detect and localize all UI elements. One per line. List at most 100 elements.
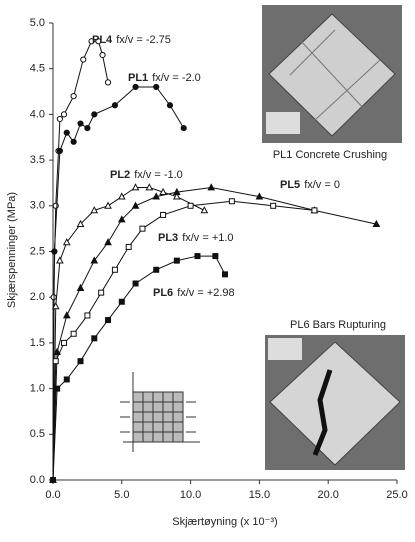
series-ratio: fx/v = -2.75 [116, 34, 171, 46]
marker [255, 192, 264, 200]
marker [222, 271, 228, 278]
marker [70, 93, 77, 100]
marker [84, 312, 91, 319]
series-ratio: fx/v = +2.98 [177, 287, 234, 299]
marker [139, 225, 146, 232]
marker [153, 83, 160, 91]
marker [95, 38, 102, 45]
series-label: PL4 fx/v = -2.75 [92, 34, 171, 46]
marker [70, 330, 77, 337]
y-tick-label: 5.0 [30, 17, 45, 29]
marker [52, 202, 59, 209]
series-label: PL3 fx/v = +1.0 [158, 232, 234, 244]
marker [62, 238, 71, 246]
marker [80, 56, 87, 63]
marker [152, 192, 161, 200]
marker [159, 187, 167, 195]
marker [125, 243, 132, 250]
marker [51, 248, 58, 255]
x-tick-label: 25.0 [386, 489, 407, 501]
marker [51, 302, 60, 310]
marker [145, 183, 154, 191]
y-tick-label: 3.5 [30, 154, 45, 166]
x-tick-label: 0.0 [45, 489, 60, 501]
marker [90, 206, 99, 214]
marker [180, 125, 187, 132]
marker [212, 253, 219, 260]
y-tick-label: 2.0 [30, 291, 45, 303]
x-tick-label: 5.0 [114, 489, 129, 501]
series-name: PL6 [153, 287, 173, 299]
marker [56, 115, 63, 123]
marker [270, 202, 277, 209]
marker [91, 111, 98, 118]
series-ratio: fx/v = 0 [304, 179, 340, 191]
marker [98, 289, 105, 296]
marker [153, 266, 160, 273]
marker [117, 192, 126, 200]
marker [90, 256, 99, 264]
marker [50, 477, 56, 483]
marker [53, 347, 61, 355]
marker [200, 206, 209, 214]
marker [118, 298, 125, 305]
marker [132, 83, 139, 91]
marker [88, 38, 95, 45]
inset-diagram [120, 372, 200, 452]
marker [187, 202, 194, 209]
marker [56, 147, 63, 155]
series-label: PL1 fx/v = -2.0 [128, 72, 201, 84]
x-tick-label: 15.0 [249, 489, 270, 501]
marker [84, 125, 91, 132]
y-tick-label: 1.0 [30, 383, 45, 395]
marker [99, 51, 106, 59]
photo [262, 5, 402, 143]
photo-caption: PL1 Concrete Crushing [273, 149, 387, 161]
marker [104, 201, 112, 209]
marker [228, 198, 235, 205]
marker [76, 283, 85, 291]
marker [131, 183, 140, 191]
marker [52, 358, 59, 365]
x-tick-label: 10.0 [180, 489, 201, 501]
marker [70, 138, 77, 145]
y-tick-label: 2.5 [30, 245, 45, 257]
series-label: PL2 fx/v = -1.0 [110, 169, 183, 181]
marker [105, 317, 112, 324]
marker [194, 253, 201, 260]
marker [56, 256, 64, 264]
series-ratio: fx/v = -2.0 [152, 72, 201, 84]
marker [62, 311, 71, 319]
marker [111, 266, 118, 273]
series-name: PL2 [110, 169, 130, 181]
series-ratio: fx/v = -1.0 [134, 169, 183, 181]
series-label: PL5 fx/v = 0 [280, 179, 340, 191]
marker [61, 339, 68, 346]
marker [54, 385, 61, 392]
marker [132, 280, 139, 287]
y-axis-label: Skjærspenninger (MPa) [6, 192, 18, 308]
x-axis-label: Skjærtøyning (x 10⁻³) [172, 516, 277, 528]
series-name: PL1 [128, 72, 148, 84]
photo-caption: PL6 Bars Rupturing [290, 319, 386, 331]
marker [63, 376, 70, 383]
marker [173, 192, 181, 200]
series-line [52, 187, 377, 481]
marker [207, 183, 216, 191]
marker [77, 358, 84, 365]
marker [166, 102, 174, 109]
marker [104, 79, 112, 86]
marker [131, 201, 140, 209]
series-label: PL6 fx/v = +2.98 [153, 287, 235, 299]
series-name: PL5 [280, 179, 300, 191]
y-tick-label: 0.0 [30, 474, 45, 486]
y-tick-label: 4.0 [30, 108, 45, 120]
series-name: PL3 [158, 232, 178, 244]
marker [76, 219, 85, 227]
y-tick-label: 1.5 [30, 337, 45, 349]
marker [117, 215, 126, 223]
x-tick-label: 20.0 [317, 489, 338, 501]
marker [104, 238, 112, 246]
